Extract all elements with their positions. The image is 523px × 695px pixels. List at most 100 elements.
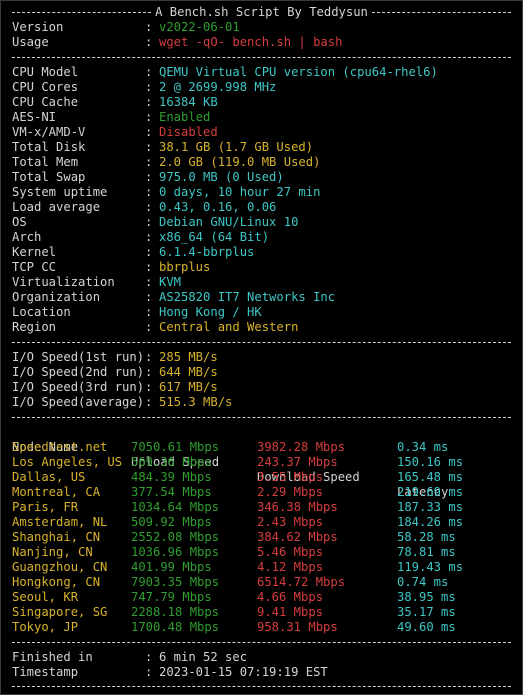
colon: : [145, 200, 153, 214]
speed-table-row: Nanjing, CN 1036.96 Mbps 5.46 Mbps 78.81 ms [12, 545, 511, 560]
system-info-line: CPU Cache:16384 KB [12, 95, 218, 110]
system-info-line: AES-NI: Enabled [12, 110, 210, 125]
speed-table-row: Amsterdam, NL 509.92 Mbps 2.43 Mbps 184.26 … [12, 515, 511, 530]
speed-table-row: Shanghai, CN 2552.08 Mbps 384.62 Mbps 58.28… [12, 530, 511, 545]
system-info-value: 975.0 MB (0 Used) [159, 170, 284, 184]
colon: : [145, 170, 153, 184]
latency-cell: 219.69 ms [397, 485, 464, 499]
speed-table-row: Tokyo, JP 1700.48 Mbps 958.31 Mbps 49.60 ms [12, 620, 511, 635]
system-info-key: CPU Cache [12, 95, 79, 109]
io-speed-key: I/O Speed(3rd run) [12, 380, 145, 394]
usage-key: Usage [12, 35, 49, 49]
download-speed-cell: 958.31 Mbps [257, 620, 338, 634]
system-info-line: Location: Hong Kong / HK [12, 305, 262, 320]
io-speed-key: I/O Speed(1st run) [12, 350, 145, 364]
system-info-value: QEMU Virtual CPU version (cpu64-rhel6) [159, 65, 438, 79]
upload-speed-cell: 377.54 Mbps [131, 485, 212, 499]
system-info-value: 38.1 GB (1.7 GB Used) [159, 140, 314, 154]
io-speed-key: I/O Speed(2nd run) [12, 365, 145, 379]
node-name-cell: Singapore, SG [12, 605, 108, 619]
download-speed-cell: 5.46 Mbps [257, 545, 324, 559]
io-speed-line: I/O Speed(1st run): 285 MB/s [12, 350, 218, 365]
io-speed-value: 515.3 MB/s [159, 395, 233, 409]
system-info-key: Organization [12, 290, 101, 304]
upload-speed-cell: 7903.35 Mbps [131, 575, 220, 589]
system-info-line: Organization: AS25820 IT7 Networks Inc [12, 290, 335, 305]
system-info-key: Total Swap [12, 170, 86, 184]
system-info-key: Load average [12, 200, 101, 214]
separator [12, 686, 511, 688]
system-info-line: CPU Cores:2 @ 2699.998 MHz [12, 80, 276, 95]
download-speed-cell: 2.43 Mbps [257, 515, 324, 529]
system-info-line: CPU Model: QEMU Virtual CPU version (cpu6… [12, 65, 438, 80]
header-node-name: Node Name [12, 440, 79, 454]
system-info-key: CPU Cores [12, 80, 79, 94]
upload-speed-cell: 747.79 Mbps [131, 590, 212, 604]
system-info-line: Total Disk:38.1 GB (1.7 GB Used) [12, 140, 313, 155]
speed-table-row: Montreal, CA 377.54 Mbps 2.29 Mbps 219.69 m… [12, 485, 511, 500]
system-info-value: Debian GNU/Linux 10 [159, 215, 299, 229]
speed-table-row: Paris, FR 1034.64 Mbps 346.38 Mbps 187.33 m… [12, 500, 511, 515]
finished-value: 6 min 52 sec [159, 650, 248, 664]
latency-cell: 165.48 ms [397, 470, 464, 484]
latency-cell: 119.43 ms [397, 560, 464, 574]
upload-speed-cell: 1036.96 Mbps [131, 545, 220, 559]
colon: : [145, 665, 153, 679]
system-info-line: VM-x/AMD-V: Disabled [12, 125, 218, 140]
node-name-cell: Speedtest.net [12, 440, 108, 454]
node-name-cell: Amsterdam, NL [12, 515, 108, 529]
upload-speed-cell: 2552.08 Mbps [131, 530, 220, 544]
system-info-line: Region: Central and Western [12, 320, 298, 335]
colon: : [145, 140, 153, 154]
system-info-line: Total Mem:2.0 GB (119.0 MB Used) [12, 155, 320, 170]
speed-table-header: Node Name Upload Speed Download Speed La… [12, 425, 511, 499]
colon: : [145, 395, 153, 409]
node-name-cell: Paris, FR [12, 500, 79, 514]
latency-cell: 35.17 ms [397, 605, 456, 619]
system-info-line: OS: Debian GNU/Linux 10 [12, 215, 298, 230]
colon: : [145, 650, 153, 664]
system-info-line: Virtualization: KVM [12, 275, 181, 290]
title-banner: A Bench.sh Script By Teddysun [12, 5, 512, 20]
title-dash-left [12, 12, 152, 13]
latency-cell: 184.26 ms [397, 515, 464, 529]
download-speed-cell: 243.37 Mbps [257, 455, 338, 469]
header-download-speed: Download Speed [257, 470, 360, 484]
system-info-line: TCP CC: bbrplus [12, 260, 210, 275]
latency-cell: 0.34 ms [397, 440, 449, 454]
node-name-cell: Hongkong, CN [12, 575, 101, 589]
separator [12, 57, 511, 59]
node-name-cell: Dallas, US [12, 470, 86, 484]
system-info-line: Load average:0.43, 0.16, 0.06 [12, 200, 276, 215]
colon: : [145, 350, 153, 364]
system-info-key: AES-NI [12, 110, 57, 124]
node-name-cell: Los Angeles, US [12, 455, 123, 469]
colon: : [145, 380, 153, 394]
colon: : [145, 365, 153, 379]
download-speed-cell: 3.55 Mbps [257, 470, 324, 484]
finished-key: Finished in [12, 650, 93, 664]
upload-speed-cell: 1034.64 Mbps [131, 500, 220, 514]
speed-table-row: Dallas, US 484.39 Mbps 3.55 Mbps 165.48 ms [12, 470, 511, 485]
colon: : [145, 305, 153, 319]
system-info-value: Enabled [159, 110, 211, 124]
latency-cell: 49.60 ms [397, 620, 456, 634]
colon: : [145, 95, 153, 109]
usage-value: wget -qO- bench.sh | bash [159, 35, 343, 49]
colon: : [145, 320, 153, 334]
system-info-value: 6.1.4-bbrplus [159, 245, 255, 259]
system-info-value: 0 days, 10 hour 27 min [159, 185, 321, 199]
colon: : [145, 20, 153, 34]
separator [12, 417, 511, 419]
version-key: Version [12, 20, 64, 34]
node-name-cell: Nanjing, CN [12, 545, 93, 559]
io-speed-value: 617 MB/s [159, 380, 218, 394]
node-name-cell: Tokyo, JP [12, 620, 79, 634]
system-info-value: Central and Western [159, 320, 299, 334]
download-speed-cell: 9.41 Mbps [257, 605, 324, 619]
system-info-value: Hong Kong / HK [159, 305, 262, 319]
latency-cell: 0.74 ms [397, 575, 449, 589]
system-info-line: System uptime:0 days, 10 hour 27 min [12, 185, 320, 200]
colon: : [145, 260, 153, 274]
